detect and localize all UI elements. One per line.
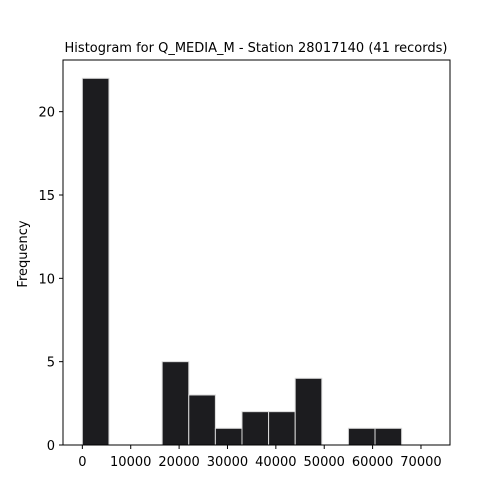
histogram-bar-10 <box>347 427 376 446</box>
histogram-bar-3 <box>161 361 190 446</box>
x-tick-label-1: 10000 <box>110 455 151 470</box>
histogram-bar-7 <box>268 411 296 446</box>
histogram-bar-5 <box>214 427 243 446</box>
histogram-bar-0 <box>81 77 110 446</box>
x-tick-label-0: 0 <box>78 455 86 470</box>
y-axis-ticks: 0 5 10 15 20 <box>38 106 63 454</box>
x-tick-label-7: 70000 <box>400 455 441 470</box>
x-tick-label-2: 20000 <box>158 455 199 470</box>
plot-frame <box>62 59 451 446</box>
x-tick-label-3: 30000 <box>207 455 248 470</box>
y-axis-label: Frequency <box>16 220 31 287</box>
y-tick-label-1: 5 <box>47 356 55 371</box>
histogram-bar-8 <box>294 377 323 446</box>
histogram-bar-6 <box>241 411 270 446</box>
y-tick-label-2: 10 <box>38 272 55 287</box>
chart-title: Histogram for Q_MEDIA_M - Station 280171… <box>65 41 448 56</box>
y-tick-label-0: 0 <box>47 439 55 454</box>
x-tick-label-5: 50000 <box>304 455 345 470</box>
histogram-bar-4 <box>188 394 216 446</box>
x-tick-label-4: 40000 <box>255 455 296 470</box>
y-tick-label-3: 15 <box>38 189 55 204</box>
bars-group <box>81 77 403 446</box>
x-tick-label-6: 60000 <box>352 455 393 470</box>
y-tick-label-4: 20 <box>38 106 55 121</box>
histogram-bar-11 <box>374 427 403 446</box>
x-axis-ticks: 0 10000 20000 30000 40000 50000 60000 70000 <box>78 445 442 470</box>
